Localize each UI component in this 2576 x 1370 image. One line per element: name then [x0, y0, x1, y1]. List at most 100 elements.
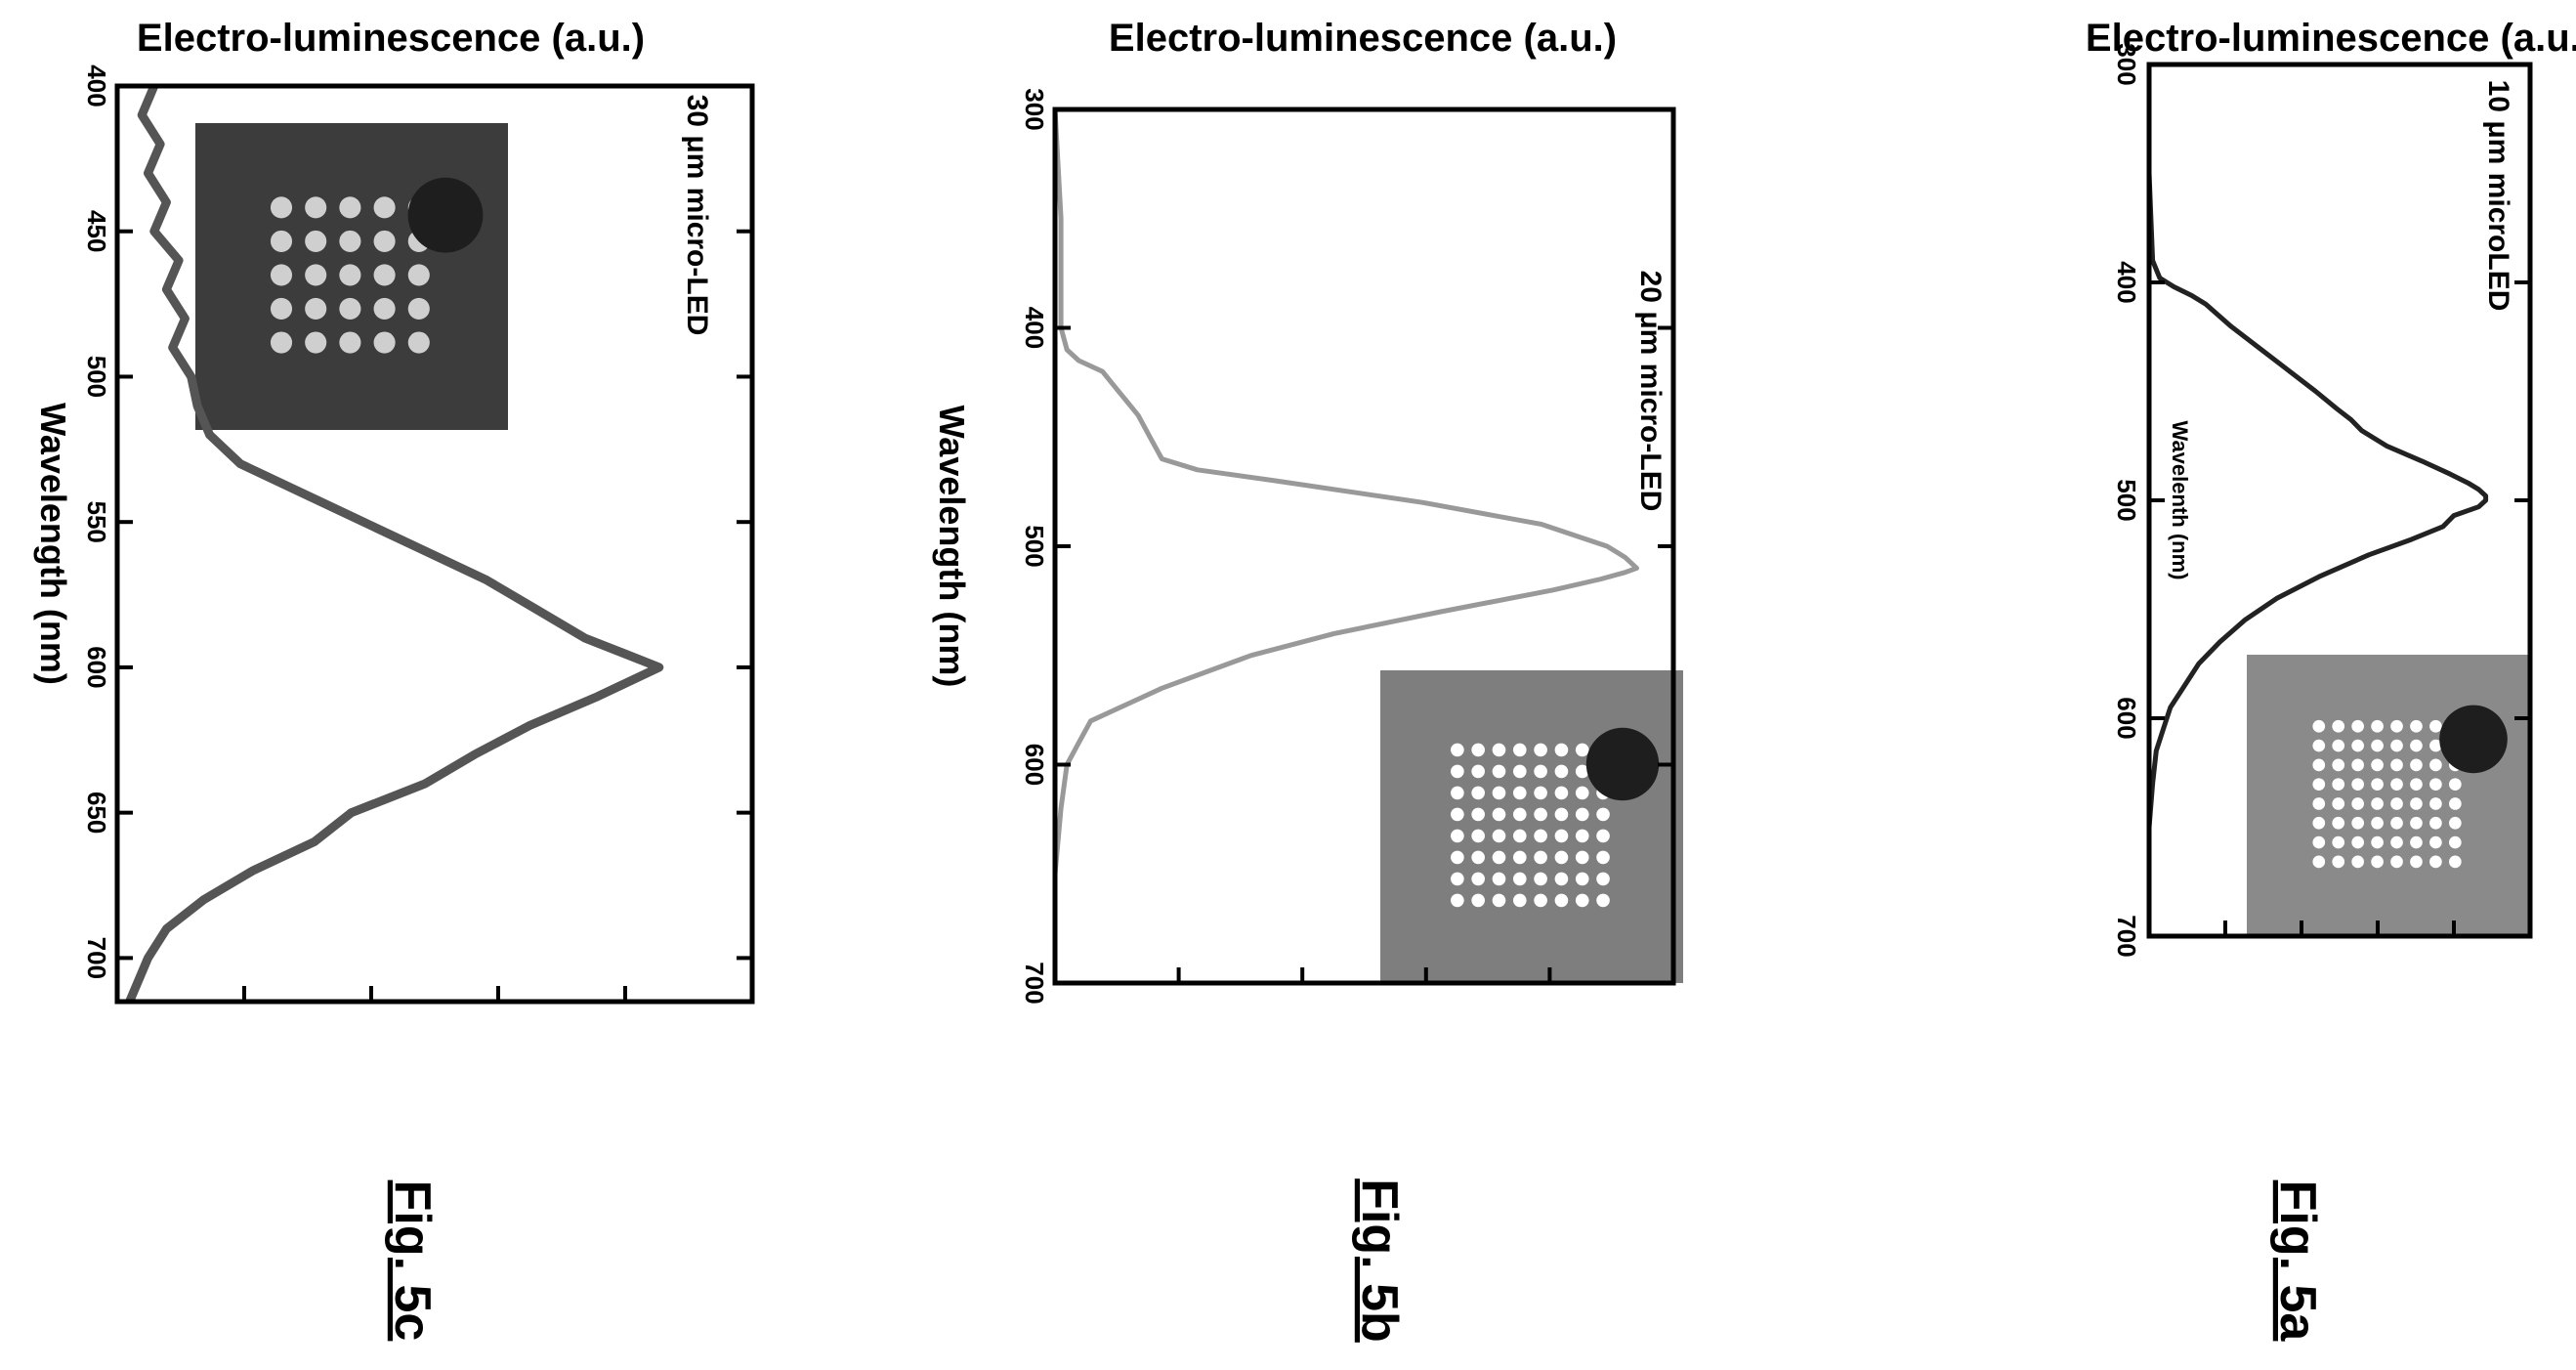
- led-dot: [2332, 778, 2345, 791]
- led-dot: [1575, 872, 1589, 886]
- led-dot: [1512, 764, 1527, 779]
- led-dot: [1451, 743, 1464, 757]
- led-dot: [2410, 739, 2423, 752]
- led-dot: [1534, 850, 1547, 865]
- led-dot: [1451, 764, 1464, 779]
- series-line: [1052, 108, 1639, 983]
- led-dot: [1512, 743, 1527, 757]
- x-tick-label: 400: [2112, 261, 2141, 303]
- led-dot: [2351, 816, 2364, 830]
- led-dot: [1534, 743, 1547, 757]
- panel-5b: Electro-luminescence (a.u.) 300 400 500 600 7…: [932, 17, 1683, 1343]
- ylabel-top: Electro-luminescence (a.u.): [137, 17, 645, 60]
- led-dot: [1512, 850, 1527, 865]
- led-dot: [1492, 764, 1506, 779]
- led-dot: [1596, 850, 1610, 865]
- x-tick-label: 700: [82, 937, 111, 979]
- x-tick-label: 400: [82, 64, 111, 107]
- led-dot: [2371, 835, 2384, 849]
- led-dot: [2371, 758, 2384, 772]
- led-dot: [1451, 872, 1464, 886]
- inset-photo: [195, 123, 508, 430]
- led-dot: [1471, 807, 1485, 822]
- xlabel: Wavelength (nm): [33, 403, 73, 685]
- led-dot: [2312, 855, 2326, 869]
- led-dot: [2390, 816, 2403, 830]
- led-dot: [2448, 855, 2462, 869]
- led-dot: [2390, 778, 2403, 791]
- led-dot: [1471, 872, 1485, 886]
- led-dot: [2390, 758, 2403, 772]
- inset-photo: [1380, 670, 1683, 983]
- xlabel: Wavelength (nm): [932, 406, 972, 688]
- led-dot: [1492, 807, 1506, 822]
- led-dot: [1575, 850, 1589, 865]
- led-dot: [1554, 893, 1569, 908]
- inset-photo: [2247, 655, 2530, 936]
- led-dot: [1575, 764, 1589, 779]
- panel-5a: Electro-luminescence (a.u.)300 400 500 600 7…: [2086, 17, 2576, 1342]
- led-dot: [2312, 835, 2326, 849]
- figure-label: Fig. 5c: [384, 1180, 441, 1342]
- led-dot: [2312, 758, 2326, 772]
- led-dot: [1471, 893, 1485, 908]
- led-dot: [2410, 719, 2423, 733]
- contact-pad: [1585, 727, 1660, 801]
- led-dot: [339, 196, 361, 219]
- led-dot: [1492, 829, 1506, 843]
- led-dot: [2371, 797, 2384, 810]
- x-tick-label: 600: [1020, 744, 1049, 786]
- panel-annotation: 10 μm microLED: [2482, 80, 2514, 312]
- xlabel: Wavelenth (nm): [2168, 421, 2192, 580]
- led-dot: [2410, 855, 2423, 869]
- led-dot: [1492, 872, 1506, 886]
- panel-annotation: 30 μm micro-LED: [681, 95, 713, 336]
- led-dot: [2351, 797, 2364, 810]
- x-tick-label: 300: [1020, 88, 1049, 130]
- led-dot: [305, 297, 327, 321]
- led-dot: [407, 264, 430, 286]
- led-dot: [1512, 893, 1527, 908]
- led-dot: [2429, 835, 2442, 849]
- led-dot: [1596, 893, 1610, 908]
- led-dot: [305, 331, 327, 354]
- led-dot: [2448, 778, 2462, 791]
- x-tick-label: 500: [1020, 525, 1049, 567]
- x-tick-label: 700: [1020, 962, 1049, 1004]
- led-dot: [2429, 855, 2442, 869]
- led-dot: [1471, 829, 1485, 843]
- led-dot: [1534, 786, 1547, 800]
- x-tick-label: 600: [82, 646, 111, 688]
- led-dot: [1554, 872, 1569, 886]
- led-dot: [1534, 872, 1547, 886]
- led-dot: [2332, 797, 2345, 810]
- x-tick-label: 500: [82, 356, 111, 398]
- led-dot: [2351, 778, 2364, 791]
- led-dot: [2448, 835, 2462, 849]
- led-dot: [2312, 816, 2326, 830]
- figure-label: Fig. 5a: [2269, 1180, 2326, 1343]
- led-dot: [373, 196, 396, 219]
- x-tick-label: 300: [2112, 43, 2141, 85]
- led-dot: [2429, 739, 2442, 752]
- led-dot: [1554, 829, 1569, 843]
- led-dot: [2429, 797, 2442, 810]
- led-dot: [2351, 739, 2364, 752]
- led-dot: [1451, 829, 1464, 843]
- led-dot: [1554, 786, 1569, 800]
- series-line: [125, 84, 664, 1004]
- led-dot: [1512, 807, 1527, 822]
- led-dot: [2410, 778, 2423, 791]
- led-dot: [2429, 816, 2442, 830]
- led-dot: [1492, 850, 1506, 865]
- led-dot: [2371, 739, 2384, 752]
- led-dot: [270, 264, 293, 286]
- led-dot: [2351, 719, 2364, 733]
- led-dot: [339, 264, 361, 286]
- figure-label: Fig. 5b: [1351, 1178, 1408, 1343]
- led-dot: [373, 331, 396, 354]
- led-dot: [2312, 778, 2326, 791]
- led-dot: [305, 196, 327, 219]
- led-dot: [2448, 797, 2462, 810]
